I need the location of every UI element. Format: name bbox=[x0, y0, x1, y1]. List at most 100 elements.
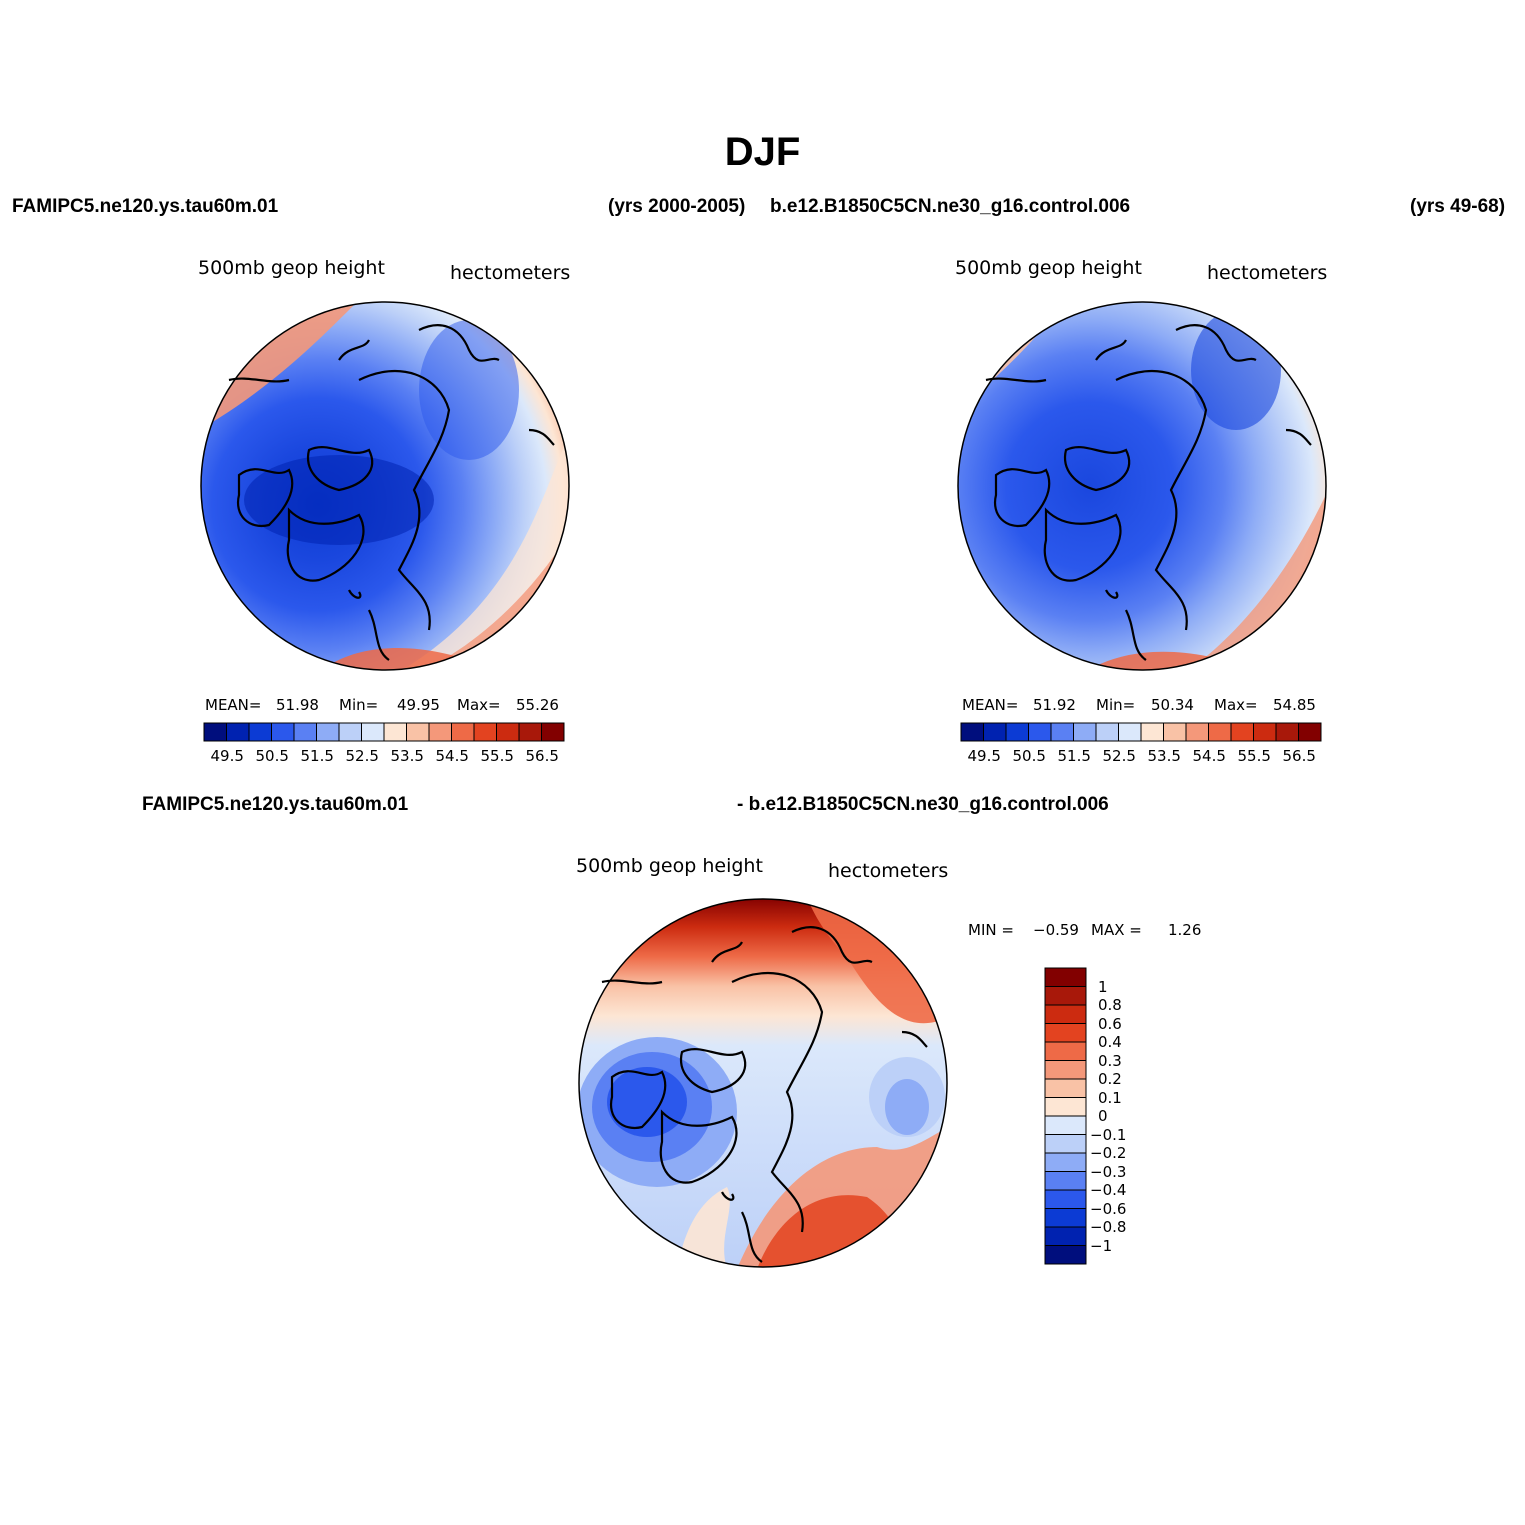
colorbar-swatch bbox=[1044, 986, 1087, 1006]
colorbar-swatch bbox=[1044, 1115, 1087, 1135]
colorbar-swatch bbox=[541, 722, 565, 742]
colorbar-tick-label: 51.5 bbox=[1057, 747, 1091, 765]
colorbar-tick-label: 0 bbox=[1098, 1107, 1108, 1125]
colorbar-swatch bbox=[1044, 1060, 1087, 1080]
panel1-variable: 500mb geop height bbox=[198, 257, 385, 279]
case2-name: b.e12.B1850C5CN.ne30_g16.control.006 bbox=[770, 196, 1131, 217]
panel2-mean-value: 51.92 bbox=[1033, 696, 1076, 714]
colorbar-swatch bbox=[406, 722, 430, 742]
colorbar-tick-label: 52.5 bbox=[1102, 747, 1136, 765]
colorbar-swatch bbox=[1050, 722, 1074, 742]
diff-min-label: MIN = bbox=[968, 921, 1014, 939]
panel1-polar-map bbox=[200, 301, 570, 671]
colorbar-swatch bbox=[473, 722, 497, 742]
diff-colorbar-labels: 1 0.8 0.6 0.4 0.3 0.2 0.1 0 −0.1 −0.2 −0.3 −0.4 −0.6… bbox=[1090, 967, 1170, 1265]
colorbar-tick-label: −0.2 bbox=[1090, 1144, 1127, 1162]
colorbar-swatch bbox=[1298, 722, 1322, 742]
panel2-colorbar-labels: 49.5 50.5 51.5 52.5 53.5 54.5 55.5 56.5 bbox=[961, 747, 1321, 767]
colorbar-tick-label: −1 bbox=[1090, 1236, 1113, 1255]
case2-years: (yrs 49-68) bbox=[1410, 196, 1506, 217]
colorbar-swatch bbox=[1073, 722, 1097, 742]
panel1-colorbar-labels: 49.5 50.5 51.5 52.5 53.5 54.5 55.5 56.5 bbox=[204, 747, 564, 767]
panel1-mean-value: 51.98 bbox=[276, 696, 319, 714]
panel1-max-label: Max= bbox=[457, 696, 501, 714]
colorbar-tick-label: 53.5 bbox=[390, 747, 424, 765]
colorbar-tick-label: 1 bbox=[1098, 977, 1108, 996]
colorbar-swatch bbox=[1044, 1041, 1087, 1061]
colorbar-tick-label: 54.5 bbox=[1192, 747, 1226, 765]
colorbar-swatch bbox=[338, 722, 362, 742]
colorbar-tick-label: 0.6 bbox=[1098, 1014, 1122, 1033]
diff-case-left: FAMIPC5.ne120.ys.tau60m.01 bbox=[142, 794, 409, 815]
panel1-max-value: 55.26 bbox=[516, 696, 559, 714]
colorbar-swatch bbox=[293, 722, 317, 742]
colorbar-swatch bbox=[1044, 1078, 1087, 1098]
panel2-polar-map bbox=[957, 301, 1327, 671]
diff-variable: 500mb geop height bbox=[576, 855, 763, 877]
colorbar-tick-label: −0.1 bbox=[1090, 1125, 1127, 1144]
panel2-max-value: 54.85 bbox=[1273, 696, 1316, 714]
figure-title: DJF bbox=[724, 130, 801, 174]
diff-case-right: - b.e12.B1850C5CN.ne30_g16.control.006 bbox=[737, 794, 1109, 815]
diff-max-label: MAX = bbox=[1091, 921, 1142, 939]
colorbar-swatch bbox=[428, 722, 452, 742]
colorbar-swatch bbox=[1044, 1208, 1087, 1228]
colorbar-tick-label: 52.5 bbox=[345, 747, 379, 765]
colorbar-swatch bbox=[1140, 722, 1164, 742]
colorbar-tick-label: 56.5 bbox=[525, 747, 559, 765]
colorbar-tick-label: −0.6 bbox=[1090, 1199, 1127, 1218]
colorbar-swatch bbox=[271, 722, 295, 742]
colorbar-swatch bbox=[1185, 722, 1209, 742]
colorbar-swatch bbox=[518, 722, 542, 742]
colorbar-swatch bbox=[1044, 1171, 1087, 1191]
colorbar-tick-label: −0.3 bbox=[1090, 1162, 1127, 1181]
colorbar-swatch bbox=[383, 722, 407, 742]
colorbar-swatch bbox=[1044, 1245, 1087, 1265]
colorbar-swatch bbox=[983, 722, 1007, 742]
colorbar-tick-label: 54.5 bbox=[435, 747, 469, 765]
colorbar-tick-label: 0.1 bbox=[1098, 1088, 1122, 1107]
panel2-mean-label: MEAN= bbox=[962, 696, 1019, 714]
panel2-min-label: Min= bbox=[1096, 696, 1136, 714]
colorbar-swatch bbox=[1230, 722, 1254, 742]
panel1-min-label: Min= bbox=[339, 696, 379, 714]
colorbar-swatch bbox=[1044, 1134, 1087, 1154]
panel1-min-value: 49.95 bbox=[397, 696, 440, 714]
colorbar-swatch bbox=[226, 722, 250, 742]
colorbar-swatch bbox=[451, 722, 475, 742]
colorbar-swatch bbox=[1044, 1226, 1087, 1246]
colorbar-tick-label: 53.5 bbox=[1147, 747, 1181, 765]
colorbar-swatch bbox=[203, 722, 227, 742]
colorbar-tick-label: 0.4 bbox=[1098, 1033, 1122, 1051]
colorbar-tick-label: 0.3 bbox=[1098, 1051, 1122, 1070]
colorbar-swatch bbox=[1163, 722, 1187, 742]
colorbar-swatch bbox=[1044, 967, 1087, 987]
colorbar-swatch bbox=[1275, 722, 1299, 742]
case1-years: (yrs 2000-2005) bbox=[608, 196, 746, 217]
colorbar-swatch bbox=[1028, 722, 1052, 742]
diff-min-value: −0.59 bbox=[1033, 921, 1079, 939]
panel2-min-value: 50.34 bbox=[1151, 696, 1194, 714]
colorbar-swatch bbox=[361, 722, 385, 742]
colorbar-tick-label: 49.5 bbox=[967, 747, 1001, 765]
panel1-colorbar bbox=[203, 722, 565, 742]
colorbar-tick-label: 0.8 bbox=[1098, 996, 1122, 1014]
colorbar-tick-label: −0.8 bbox=[1090, 1218, 1127, 1236]
colorbar-swatch bbox=[248, 722, 272, 742]
diff-colorbar bbox=[1044, 967, 1087, 1265]
colorbar-swatch bbox=[1005, 722, 1029, 742]
colorbar-tick-label: 56.5 bbox=[1282, 747, 1316, 765]
colorbar-tick-label: 50.5 bbox=[255, 747, 289, 765]
colorbar-swatch bbox=[316, 722, 340, 742]
colorbar-tick-label: 0.2 bbox=[1098, 1070, 1122, 1088]
colorbar-swatch bbox=[1208, 722, 1232, 742]
colorbar-tick-label: −0.4 bbox=[1090, 1181, 1127, 1199]
panel2-colorbar bbox=[960, 722, 1322, 742]
panel1-units: hectometers bbox=[450, 262, 571, 284]
diff-units: hectometers bbox=[828, 860, 949, 882]
colorbar-tick-label: 55.5 bbox=[1237, 747, 1271, 765]
colorbar-swatch bbox=[1095, 722, 1119, 742]
colorbar-swatch bbox=[496, 722, 520, 742]
colorbar-swatch bbox=[1044, 1004, 1087, 1024]
colorbar-swatch bbox=[1044, 1152, 1087, 1172]
